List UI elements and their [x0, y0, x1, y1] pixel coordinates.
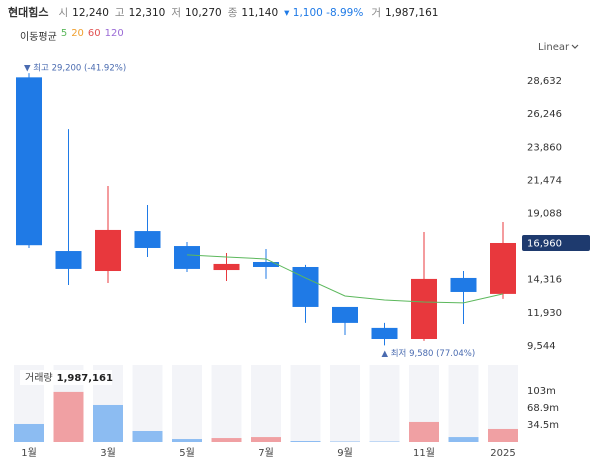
annotation: ▼ 최고 29,200 (-41.92%)	[24, 63, 126, 74]
header: 현대힘스 시 12,240 고 12,310 저 10,270 종 11,140 ▾ 1,100…	[8, 4, 440, 20]
y-tick-label: 26,246	[527, 109, 562, 120]
candle-body	[450, 277, 477, 292]
header-value: 12,310	[128, 7, 166, 19]
volume-bar	[211, 438, 242, 442]
candle-body	[332, 306, 358, 323]
volume-tick-label: 34.5m	[527, 420, 559, 431]
y-tick-label: 28,632	[527, 76, 562, 87]
ma-label: 이동평균	[20, 32, 57, 43]
legend-item: 20	[71, 28, 84, 39]
volume-column-bg	[211, 365, 242, 442]
candle-body	[213, 263, 240, 271]
volume-bar	[132, 430, 163, 442]
volume-column-bg	[290, 365, 321, 442]
annotation: ▲ 최저 9,580 (77.04%)	[382, 348, 476, 359]
y-tick-label: 19,088	[527, 208, 562, 219]
ma-legend: 이동평균 5 20 60 120	[20, 28, 124, 43]
y-tick-label: 9,544	[527, 341, 556, 352]
candle-body	[16, 77, 42, 246]
volume-tick-label: 103m	[527, 386, 556, 397]
legend-item: 5	[60, 28, 68, 39]
x-tick-label: 1월	[21, 447, 37, 459]
volume-column-bg	[369, 365, 400, 442]
x-tick-label: 7월	[258, 447, 274, 459]
volume-bar	[14, 423, 44, 442]
volume-tick-label: 68.9m	[527, 403, 559, 414]
y-tick-label: 14,316	[527, 275, 562, 286]
volume-value: 1,987,161	[57, 373, 113, 384]
x-tick-label: 3월	[100, 447, 116, 459]
header-label: 저	[171, 7, 181, 19]
volume-bar	[172, 439, 202, 442]
volume-label-bg	[20, 370, 112, 385]
volume-label: 거래량 1,987,161	[25, 372, 113, 384]
price-change: ▾ 1,100 -8.99%	[284, 7, 364, 19]
candle-body	[55, 251, 82, 269]
y-tick-label: 11,930	[527, 308, 562, 319]
scale-label[interactable]: Linear	[538, 42, 570, 53]
volume-bar	[409, 421, 439, 442]
candle-body	[411, 278, 437, 339]
current-price-box	[522, 234, 590, 251]
current-price-label: 16,960	[527, 238, 562, 249]
volume-bar	[93, 404, 123, 442]
y-tick-label: 21,474	[527, 175, 562, 186]
header-value: 11,140	[241, 7, 279, 19]
header-label: 종	[227, 7, 238, 19]
header-label: 고	[114, 7, 125, 19]
candle-body	[371, 327, 398, 339]
volume-bar	[53, 391, 84, 442]
volume-bar	[488, 428, 518, 442]
x-tick-label: 11월	[413, 447, 435, 459]
volume-column-bg	[330, 365, 360, 442]
y-tick-label: 23,860	[527, 142, 562, 153]
volume-column-bg	[251, 365, 281, 442]
volume-bar	[448, 437, 479, 442]
volume-column-bg	[132, 365, 163, 442]
header-value: 1,987,161	[385, 7, 439, 19]
volume-bar	[251, 437, 281, 442]
x-tick-label: 9월	[337, 447, 353, 459]
legend-item: 60	[87, 28, 101, 39]
candle-body	[253, 261, 279, 267]
header-value: 12,240	[72, 7, 109, 19]
candle-body	[174, 246, 200, 269]
volume-column-bg	[172, 365, 202, 442]
volume-label-text: 거래량	[25, 372, 53, 384]
x-tick-label: 5월	[179, 447, 195, 459]
candle-body	[134, 231, 161, 248]
header-value: 10,270	[185, 7, 222, 19]
scale-caret[interactable]	[571, 44, 579, 49]
candle-body	[490, 242, 516, 294]
volume-bar	[290, 441, 321, 442]
header-label: 시	[58, 7, 69, 19]
legend-item: 120	[104, 28, 124, 39]
header-label: 거	[371, 7, 381, 19]
volume-column-bg	[448, 365, 479, 442]
ma-line	[186, 254, 504, 304]
x-tick-label: 2025	[490, 448, 515, 459]
candle-body	[95, 229, 121, 272]
stock-name: 현대힘스	[8, 6, 49, 19]
candle-body	[292, 266, 319, 307]
